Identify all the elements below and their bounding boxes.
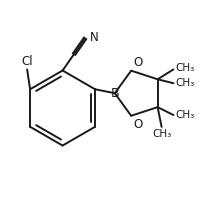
Text: CH₃: CH₃ xyxy=(175,110,195,120)
Text: O: O xyxy=(133,118,142,131)
Text: Cl: Cl xyxy=(21,55,33,68)
Text: CH₃: CH₃ xyxy=(175,63,195,73)
Text: O: O xyxy=(133,56,142,69)
Text: N: N xyxy=(90,31,99,44)
Text: CH₃: CH₃ xyxy=(175,78,195,88)
Text: CH₃: CH₃ xyxy=(152,129,171,139)
Text: B: B xyxy=(110,87,119,100)
